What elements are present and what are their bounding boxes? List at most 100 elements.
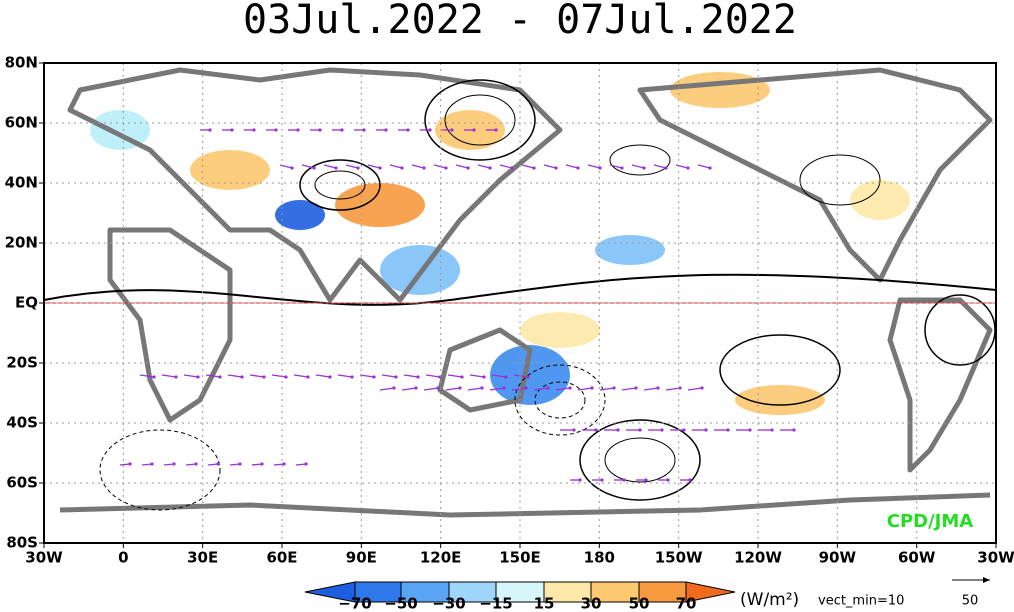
vector: [587, 164, 601, 169]
vector: [293, 374, 309, 378]
vector: [447, 374, 463, 378]
vector-head: [504, 375, 508, 379]
vector-head: [678, 386, 682, 390]
lon-label: 90W: [819, 549, 857, 567]
vector-head: [218, 375, 222, 379]
lon-label: 30E: [187, 549, 218, 567]
vector-head: [526, 375, 530, 379]
colorbar-label: 15: [534, 595, 555, 612]
vector: [141, 463, 153, 466]
vector-head: [372, 375, 376, 379]
vector-head: [638, 428, 642, 432]
vector: [359, 374, 375, 378]
vector-head: [488, 166, 492, 170]
vector: [227, 374, 243, 378]
vector: [599, 387, 615, 391]
vector: [433, 164, 447, 169]
vector: [229, 463, 241, 466]
vector-head: [356, 166, 360, 170]
vector: [249, 374, 265, 378]
lon-label: 150W: [655, 549, 703, 567]
vector-head: [428, 128, 432, 132]
vector: [491, 374, 507, 378]
vector-head: [532, 166, 536, 170]
contours: [43, 79, 997, 511]
vector-head: [590, 386, 594, 390]
wind-vectors: [119, 128, 796, 482]
vector-head: [318, 128, 322, 132]
vector-head: [682, 428, 686, 432]
vector: [207, 463, 219, 466]
vector: [411, 164, 425, 169]
lon-label: 60W: [898, 549, 936, 567]
vector-head: [194, 462, 198, 466]
lon-label: 150E: [499, 549, 541, 567]
vector: [401, 387, 417, 391]
reference-arrowhead: [983, 577, 990, 583]
vector: [163, 463, 175, 466]
colorbar-label: −30: [432, 595, 465, 612]
vector-head: [642, 166, 646, 170]
lon-label: 30W: [977, 549, 1014, 567]
colorbar: [304, 581, 736, 603]
vector-head: [700, 386, 704, 390]
vector-head: [284, 375, 288, 379]
lat-label: 40S: [6, 414, 38, 432]
vector-head: [524, 386, 528, 390]
colorbar-label: −50: [384, 595, 417, 612]
vector-head: [282, 462, 286, 466]
colorbar-label: 70: [676, 595, 697, 612]
vector-head: [290, 166, 294, 170]
vector-head: [494, 128, 498, 132]
vector: [543, 164, 557, 169]
vector-head: [400, 166, 404, 170]
vector-head: [686, 166, 690, 170]
vector: [119, 463, 131, 466]
lat-label: 20N: [5, 234, 38, 252]
vector-head: [436, 386, 440, 390]
vector: [577, 387, 593, 391]
vector-head: [660, 428, 664, 432]
vector: [301, 164, 315, 169]
vector: [367, 164, 381, 169]
vector-head: [172, 462, 176, 466]
vector-head: [510, 166, 514, 170]
vector: [643, 387, 659, 391]
vector-head: [328, 375, 332, 379]
vector-head: [502, 386, 506, 390]
vector-head: [792, 428, 796, 432]
vector-head: [394, 375, 398, 379]
colorbar-label: −70: [338, 595, 371, 612]
colorbar-label: −15: [479, 595, 512, 612]
vector: [271, 374, 287, 378]
vector-head: [770, 428, 774, 432]
vector-head: [450, 128, 454, 132]
vector-head: [634, 386, 638, 390]
vector-head: [334, 166, 338, 170]
units: (W/m²): [740, 590, 799, 610]
vector: [345, 164, 359, 169]
vector: [323, 164, 337, 169]
vector-head: [216, 462, 220, 466]
vector-head: [644, 478, 648, 482]
vector-head: [620, 166, 624, 170]
vector-head: [150, 462, 154, 466]
credit: CPD/JMA: [887, 511, 974, 532]
vector-head: [616, 428, 620, 432]
vector: [423, 387, 439, 391]
vector: [511, 387, 527, 391]
vector-head: [384, 128, 388, 132]
vector-head: [546, 386, 550, 390]
vector: [665, 387, 681, 391]
vector-head: [748, 428, 752, 432]
lat-label: 40N: [5, 174, 38, 192]
vector-head: [340, 128, 344, 132]
vector-head: [230, 128, 234, 132]
vector: [425, 374, 441, 378]
lon-label: 180: [584, 549, 615, 567]
vector-head: [128, 462, 132, 466]
vector: [381, 374, 397, 378]
vector-head: [416, 375, 420, 379]
vector: [533, 387, 549, 391]
